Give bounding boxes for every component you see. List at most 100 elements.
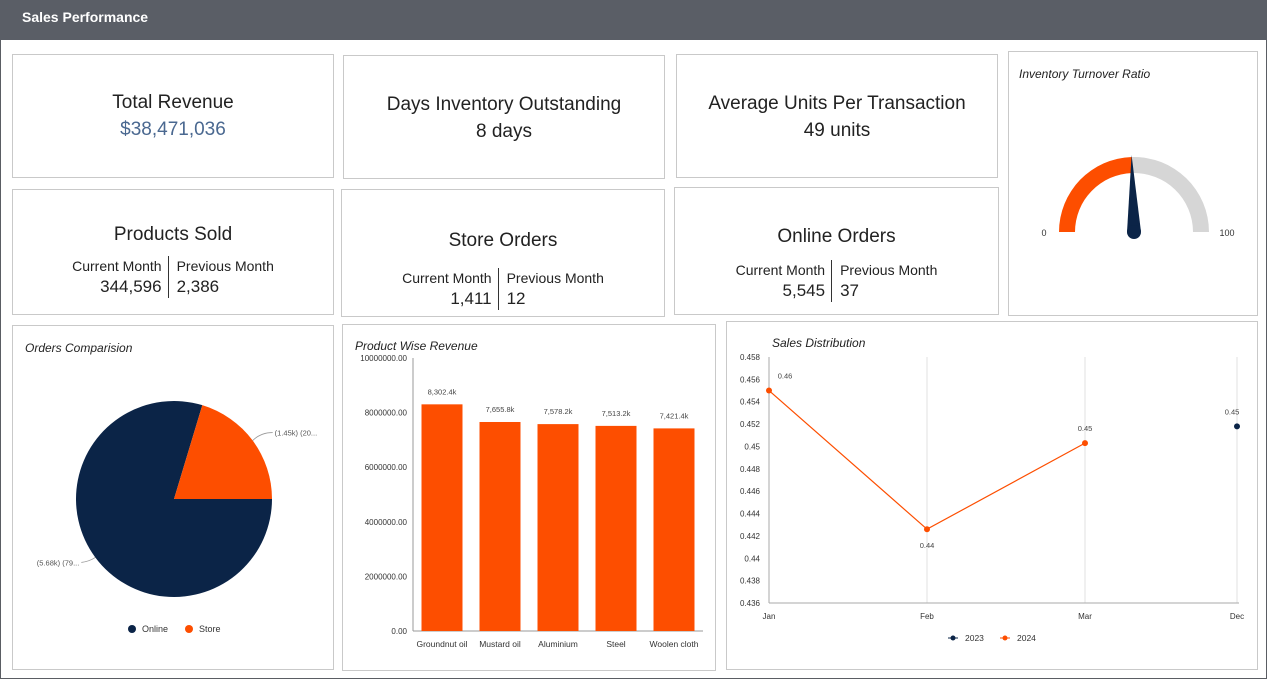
previous-month-value: 12 bbox=[506, 289, 526, 308]
pie-label-online: (5.68k) (79... bbox=[37, 558, 80, 567]
legend-label-online: Online bbox=[142, 624, 168, 634]
pie-leader-store bbox=[252, 432, 273, 441]
point-data-label: 0.44 bbox=[920, 541, 935, 550]
dio-card: Days Inventory Outstanding 8 days bbox=[343, 55, 665, 179]
online-orders-card: Online Orders Current Month 5,545 Previo… bbox=[674, 187, 999, 315]
product-revenue-card: Product Wise Revenue 0.00 2000000.00 40000… bbox=[342, 324, 716, 671]
x-tick-label: Dec bbox=[1230, 612, 1244, 621]
aupt-card: Average Units Per Transaction 49 units bbox=[676, 54, 998, 178]
previous-month-label: Previous Month bbox=[176, 258, 274, 274]
gauge-needle-hub bbox=[1127, 225, 1141, 239]
current-month-column: Current Month 1,411 bbox=[402, 268, 499, 310]
y-tick-label: 0.438 bbox=[740, 577, 761, 586]
store-orders-title: Store Orders bbox=[448, 230, 558, 251]
line-title: Sales Distribution bbox=[772, 336, 866, 350]
current-month-column: Current Month 5,545 bbox=[735, 260, 833, 302]
y-tick-label: 0.00 bbox=[391, 627, 407, 636]
previous-month-column: Previous Month 12 bbox=[499, 268, 604, 310]
current-month-label: Current Month bbox=[735, 262, 826, 278]
inventory-turnover-card: Inventory Turnover Ratio 0 100 bbox=[1008, 51, 1258, 316]
current-month-label: Current Month bbox=[72, 258, 162, 274]
legend-label-store: Store bbox=[199, 624, 221, 634]
pie-label-store: (1.45k) (20... bbox=[275, 429, 318, 438]
legend-marker-2024 bbox=[1002, 635, 1008, 641]
x-tick-label: Jan bbox=[763, 612, 776, 621]
pie-title: Orders Comparision bbox=[25, 341, 133, 355]
pie-slice-store bbox=[174, 405, 272, 499]
gauge-title: Inventory Turnover Ratio bbox=[1019, 67, 1151, 81]
point-data-label: 0.45 bbox=[1225, 407, 1240, 416]
y-tick-label: 8000000.00 bbox=[365, 409, 408, 418]
legend-label-2024: 2024 bbox=[1017, 633, 1036, 643]
y-tick-label: 4000000.00 bbox=[365, 518, 408, 527]
previous-month-value: 2,386 bbox=[176, 277, 220, 296]
current-month-value: 5,545 bbox=[782, 281, 826, 300]
bar-title: Product Wise Revenue bbox=[355, 339, 478, 353]
x-tick-label: Mar bbox=[1078, 612, 1092, 621]
y-tick-label: 0.452 bbox=[740, 420, 761, 429]
online-orders-split: Current Month 5,545 Previous Month 37 bbox=[675, 260, 998, 302]
bar-steel bbox=[595, 425, 637, 631]
y-tick-label: 0.458 bbox=[740, 353, 761, 362]
legend-label-2023: 2023 bbox=[965, 633, 984, 643]
y-tick-label: 0.45 bbox=[744, 442, 760, 451]
gauge-track bbox=[1131, 157, 1209, 232]
orders-comparison-card: Orders Comparision (1.45k) (20... (5.68k)… bbox=[12, 325, 334, 670]
store-orders-split: Current Month 1,411 Previous Month 12 bbox=[342, 268, 664, 310]
bar-data-label: 7,578.2k bbox=[544, 407, 573, 416]
pie-leader-online bbox=[81, 557, 96, 563]
current-month-label: Current Month bbox=[402, 270, 492, 286]
x-tick-label: Steel bbox=[606, 639, 625, 649]
y-tick-label: 0.44 bbox=[744, 554, 760, 563]
header-bar: Sales Performance bbox=[0, 0, 1267, 40]
y-tick-label: 0.454 bbox=[740, 398, 761, 407]
legend-marker-online bbox=[128, 625, 136, 633]
series-point-2024 bbox=[766, 387, 772, 394]
previous-month-label: Previous Month bbox=[506, 270, 604, 286]
gauge-needle bbox=[1127, 155, 1141, 233]
x-tick-label: Woolen cloth bbox=[650, 639, 699, 649]
point-data-label: 0.46 bbox=[778, 372, 793, 381]
previous-month-column: Previous Month 37 bbox=[832, 260, 937, 302]
y-tick-label: 0.442 bbox=[740, 532, 761, 541]
y-tick-label: 0.446 bbox=[740, 487, 761, 496]
bar-woolen-cloth bbox=[653, 428, 695, 631]
series-point-2024 bbox=[924, 526, 930, 533]
page-title: Sales Performance bbox=[22, 9, 149, 25]
bar-data-label: 7,513.2k bbox=[602, 409, 631, 418]
gauge-max-label: 100 bbox=[1219, 228, 1234, 238]
gauge-min-label: 0 bbox=[1041, 228, 1046, 238]
dio-title: Days Inventory Outstanding bbox=[386, 94, 622, 115]
total-revenue-value: $38,471,036 bbox=[120, 119, 226, 140]
total-revenue-card: Total Revenue $38,471,036 bbox=[12, 54, 334, 178]
dio-value: 8 days bbox=[476, 121, 532, 142]
legend-marker-2023 bbox=[950, 635, 956, 641]
y-tick-label: 0.456 bbox=[740, 375, 761, 384]
aupt-value: 49 units bbox=[803, 120, 871, 141]
y-tick-label: 0.448 bbox=[740, 465, 761, 474]
store-orders-card: Store Orders Current Month 1,411 Previou… bbox=[341, 189, 665, 317]
bar-groundnut-oil bbox=[421, 404, 463, 631]
series-point-2023 bbox=[1234, 423, 1240, 430]
pie-chart: (1.45k) (20... (5.68k) (79... Online Store bbox=[37, 401, 318, 634]
x-tick-label: Groundnut oil bbox=[416, 639, 467, 649]
current-month-column: Current Month 344,596 bbox=[72, 256, 169, 298]
bar-data-label: 8,302.4k bbox=[428, 387, 457, 396]
series-point-2024 bbox=[1082, 440, 1088, 447]
products-sold-card: Products Sold Current Month 344,596 Prev… bbox=[12, 189, 334, 315]
x-tick-label: Feb bbox=[920, 612, 934, 621]
y-tick-label: 0.436 bbox=[740, 599, 761, 608]
sales-distribution-card: Sales Distribution 0.436 0.438 0.44 0.442 0.… bbox=[726, 321, 1258, 670]
y-tick-label: 2000000.00 bbox=[365, 572, 408, 581]
bar-data-label: 7,655.8k bbox=[486, 405, 515, 414]
x-tick-label: Mustard oil bbox=[479, 639, 521, 649]
y-tick-label: 6000000.00 bbox=[365, 463, 408, 472]
y-tick-label: 0.444 bbox=[740, 510, 761, 519]
current-month-value: 344,596 bbox=[100, 277, 162, 296]
x-tick-label: Aluminium bbox=[538, 639, 578, 649]
previous-month-value: 37 bbox=[840, 281, 860, 300]
legend-marker-store bbox=[185, 625, 193, 633]
previous-month-column: Previous Month 2,386 bbox=[169, 256, 274, 298]
bar-chart: 0.00 2000000.00 4000000.00 6000000.00 800000… bbox=[360, 354, 703, 649]
line-chart: 0.436 0.438 0.44 0.442 0.444 0.446 0.448 0.45 0.… bbox=[740, 353, 1244, 643]
